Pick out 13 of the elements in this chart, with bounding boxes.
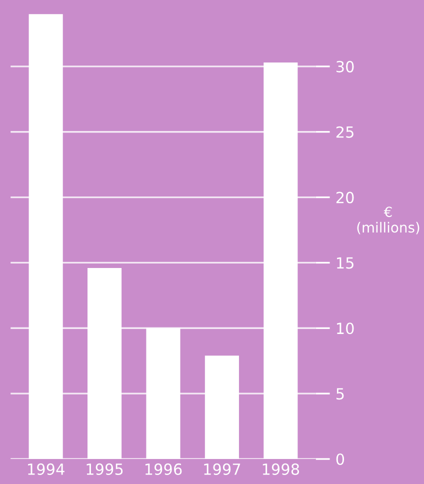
x-tick-label: 1994: [28, 463, 64, 475]
y-tick-label: 20: [336, 192, 354, 204]
y-tick-label: 25: [336, 126, 354, 138]
x-tick-label: 1995: [86, 463, 123, 475]
x-tick-label: 1996: [145, 463, 182, 475]
y-tick-label: 30: [336, 60, 354, 72]
y-axis-title: € (millions): [357, 206, 420, 234]
x-tick-label: 1998: [262, 463, 300, 475]
y-tick-label: 10: [337, 322, 354, 334]
y-tick-label: 15: [337, 257, 354, 269]
y-tick-label: 5: [336, 388, 344, 400]
x-tick-label: 1997: [204, 463, 240, 475]
y-tick-label: 0: [336, 453, 344, 466]
